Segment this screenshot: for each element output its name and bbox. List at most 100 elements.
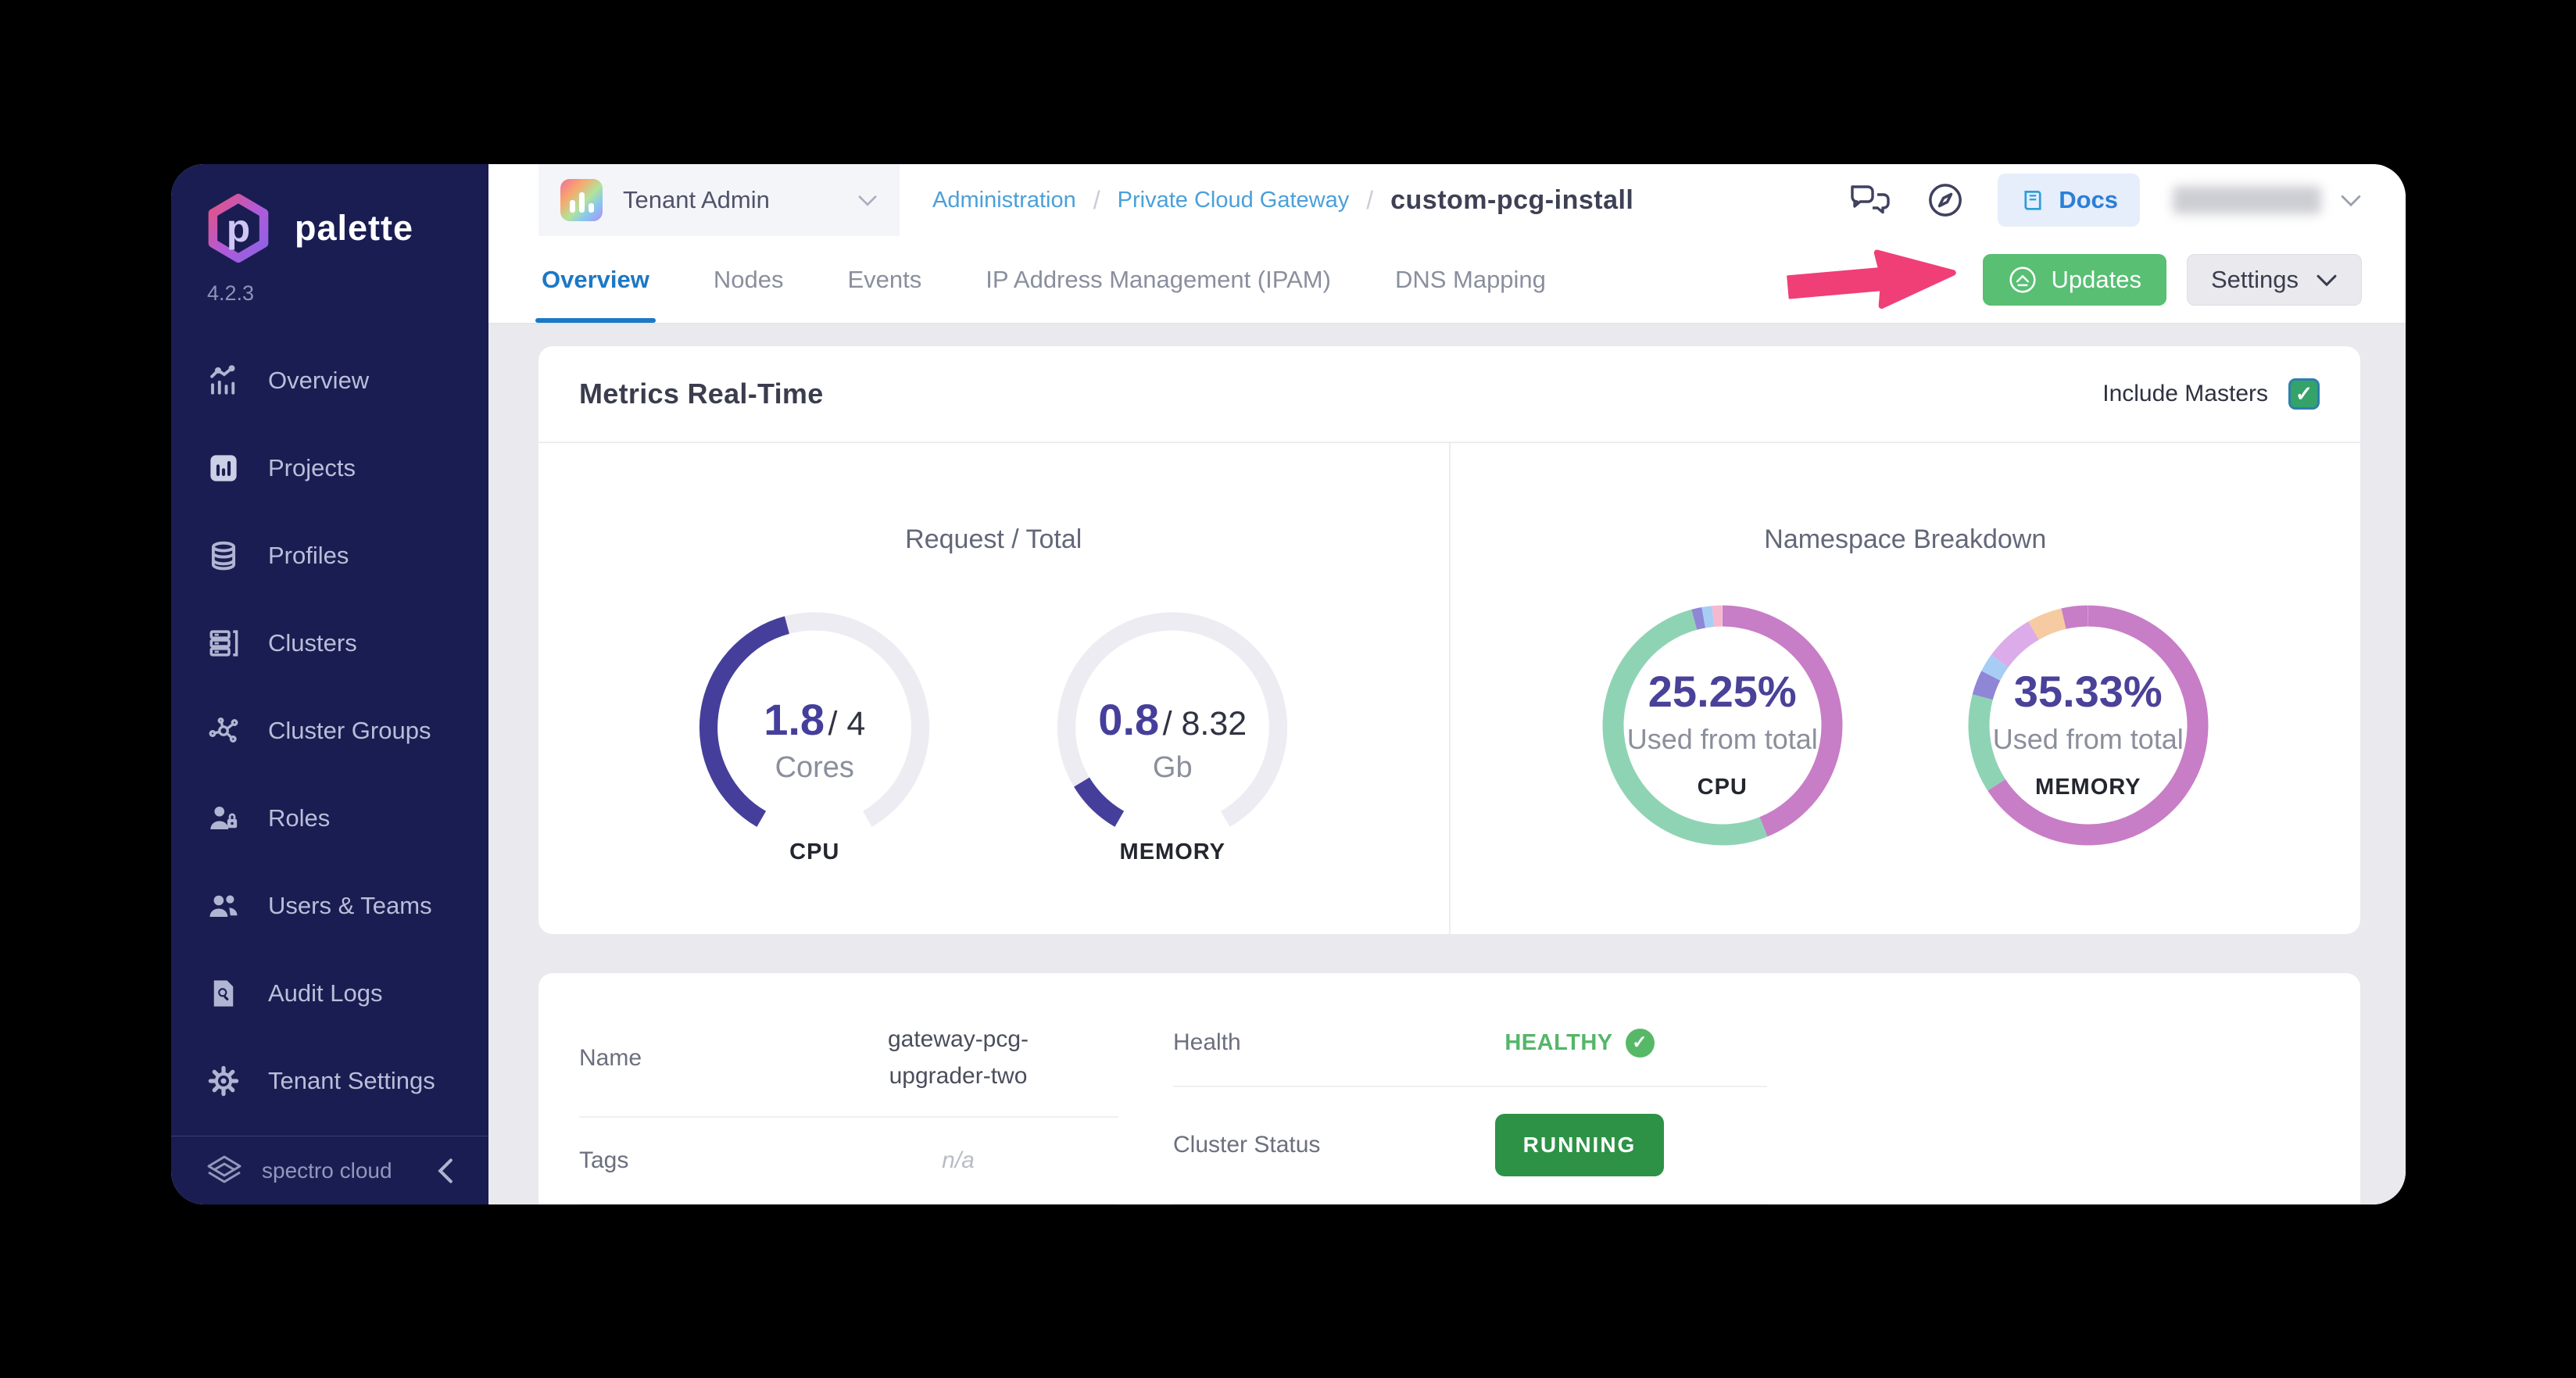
app-window: p palette 4.2.3 Overview Projects <box>171 164 2406 1204</box>
sidebar-footer: spectro cloud <box>171 1136 488 1204</box>
detail-value: HEALTHY ✓ <box>1392 1025 1767 1061</box>
updates-button[interactable]: Updates <box>1982 253 2166 306</box>
sidebar-item-overview[interactable]: Overview <box>171 337 488 424</box>
breadcrumb: Administration / Private Cloud Gateway /… <box>932 185 1633 216</box>
cpu-gauge-arc <box>699 612 930 827</box>
memory-gauge-label: MEMORY <box>1119 839 1225 864</box>
detail-value: n/a <box>942 1147 975 1173</box>
breadcrumb-separator: / <box>1366 185 1374 214</box>
node-graph-icon <box>209 717 238 743</box>
chart-line-bars-icon <box>210 365 235 395</box>
details-right-column: Health HEALTHY ✓ Cluster Status RUNNING <box>1173 1000 1767 1204</box>
detail-label: Cluster Status <box>1173 1132 1321 1158</box>
tab-ipam[interactable]: IP Address Management (IPAM) <box>986 265 1331 293</box>
namespace-breakdown-panel: Namespace Breakdown 25.25% Used from tot… <box>1448 443 2361 934</box>
details-card: Name gateway-pcg-upgrader-two Tags n/a H… <box>538 973 2360 1204</box>
cpu-donut-ring <box>1602 605 1843 846</box>
sidebar-item-tenant-settings[interactable]: Tenant Settings <box>171 1037 488 1125</box>
sidebar: p palette 4.2.3 Overview Projects <box>171 164 488 1204</box>
docs-button[interactable]: Docs <box>1998 174 2140 227</box>
check-icon: ✓ <box>2295 381 2313 406</box>
sidebar-item-label: Users & Teams <box>268 892 432 919</box>
breadcrumb-separator: / <box>1093 185 1100 214</box>
metrics-card-header: Metrics Real-Time Include Masters ✓ <box>538 346 2360 443</box>
update-circle-icon <box>2009 266 2036 293</box>
detail-row-cluster-status: Cluster Status RUNNING <box>1173 1087 1767 1204</box>
settings-button[interactable]: Settings <box>2186 253 2362 306</box>
memory-donut-ring <box>1968 605 2209 846</box>
detail-label: Health <box>1173 1029 1241 1055</box>
users-icon <box>209 895 238 917</box>
sidebar-item-clusters[interactable]: Clusters <box>171 600 488 687</box>
tab-events[interactable]: Events <box>847 265 922 293</box>
cpu-donut: 25.25% Used from total CPU <box>1590 592 1855 858</box>
palette-logo-icon: p <box>208 193 269 263</box>
sidebar-item-label: Cluster Groups <box>268 717 431 744</box>
namespace-breakdown-title: Namespace Breakdown <box>1764 524 2047 554</box>
tenant-scope-icon <box>560 179 603 221</box>
scope-label: Tenant Admin <box>623 186 770 213</box>
book-icon <box>2024 191 2041 210</box>
cluster-status-badge: RUNNING <box>1494 1114 1665 1176</box>
sidebar-item-label: Audit Logs <box>268 979 383 1007</box>
app-version: 4.2.3 <box>207 281 255 305</box>
docs-label: Docs <box>2059 186 2118 213</box>
health-status: HEALTHY ✓ <box>1504 1025 1655 1061</box>
detail-label: Name <box>579 1044 642 1071</box>
compass-icon <box>1929 184 1962 217</box>
sidebar-item-label: Profiles <box>268 542 349 569</box>
tabs: Overview Nodes Events IP Address Managem… <box>535 236 1549 323</box>
layers-database-icon <box>211 541 236 571</box>
sidebar-item-cluster-groups[interactable]: Cluster Groups <box>171 687 488 775</box>
sidebar-item-profiles[interactable]: Profiles <box>171 512 488 600</box>
cpu-donut-sublabel: Used from total <box>1626 723 1818 755</box>
user-name-blurred <box>2173 186 2321 214</box>
breadcrumb-link-administration[interactable]: Administration <box>932 187 1076 213</box>
include-masters-label: Include Masters <box>2102 381 2268 406</box>
palette-logo: p palette <box>171 164 488 264</box>
main-area: Tenant Admin Administration / Private Cl… <box>488 164 2406 1204</box>
request-total-panel: Request / Total 1.8 / 4 Cores <box>538 443 1449 934</box>
user-lock-icon <box>210 806 238 829</box>
breadcrumb-current: custom-pcg-install <box>1390 184 1634 215</box>
metrics-body: Request / Total 1.8 / 4 Cores <box>538 443 2360 934</box>
cpu-gauge-value: 1.8 / 4 <box>764 695 866 744</box>
brand-name: spectro cloud <box>262 1158 392 1183</box>
sidebar-collapse-button[interactable] <box>435 1158 456 1184</box>
server-stack-icon <box>209 630 238 657</box>
chevron-down-icon <box>2341 195 2361 207</box>
feedback-chat-button[interactable] <box>1849 181 1893 219</box>
tab-dns-mapping[interactable]: DNS Mapping <box>1394 265 1546 293</box>
topbar-actions: Docs <box>1849 174 2362 227</box>
cpu-gauge-label: CPU <box>789 839 840 864</box>
sidebar-item-label: Projects <box>268 454 356 481</box>
sidebar-item-label: Roles <box>268 804 331 832</box>
spectro-cloud-logo-icon <box>207 1155 242 1183</box>
sidebar-item-audit-logs[interactable]: Audit Logs <box>171 950 488 1037</box>
tab-nodes[interactable]: Nodes <box>713 265 784 293</box>
cpu-gauge-unit: Cores <box>775 751 854 784</box>
tour-compass-button[interactable] <box>1926 181 1965 220</box>
updates-label: Updates <box>2051 265 2141 293</box>
tabsbar: Overview Nodes Events IP Address Managem… <box>488 236 2406 324</box>
breadcrumb-link-pcg[interactable]: Private Cloud Gateway <box>1117 187 1350 213</box>
scope-selector[interactable]: Tenant Admin <box>538 164 900 236</box>
include-masters-checkbox[interactable]: ✓ <box>2288 378 2320 410</box>
detail-row-name: Name gateway-pcg-upgrader-two <box>579 1000 1118 1118</box>
svg-text:p: p <box>227 206 250 250</box>
sidebar-item-users-teams[interactable]: Users & Teams <box>171 862 488 950</box>
tab-overview[interactable]: Overview <box>535 236 656 323</box>
doc-search-icon <box>213 980 234 1007</box>
memory-gauge-value: 0.8 / 8.32 <box>1098 695 1247 744</box>
chat-bubbles-icon <box>1851 185 1890 214</box>
sidebar-item-roles[interactable]: Roles <box>171 775 488 862</box>
memory-donut-percent: 35.33% <box>2013 667 2163 716</box>
sidebar-item-projects[interactable]: Projects <box>171 424 488 512</box>
detail-value: RUNNING <box>1392 1114 1767 1176</box>
memory-donut: 35.33% Used from total MEMORY <box>1955 592 2221 858</box>
settings-label: Settings <box>2210 265 2299 293</box>
sidebar-item-label: Tenant Settings <box>268 1067 435 1094</box>
user-menu[interactable] <box>2173 186 2362 214</box>
memory-donut-sublabel: Used from total <box>1992 723 2184 755</box>
cpu-donut-label: CPU <box>1697 775 1748 800</box>
